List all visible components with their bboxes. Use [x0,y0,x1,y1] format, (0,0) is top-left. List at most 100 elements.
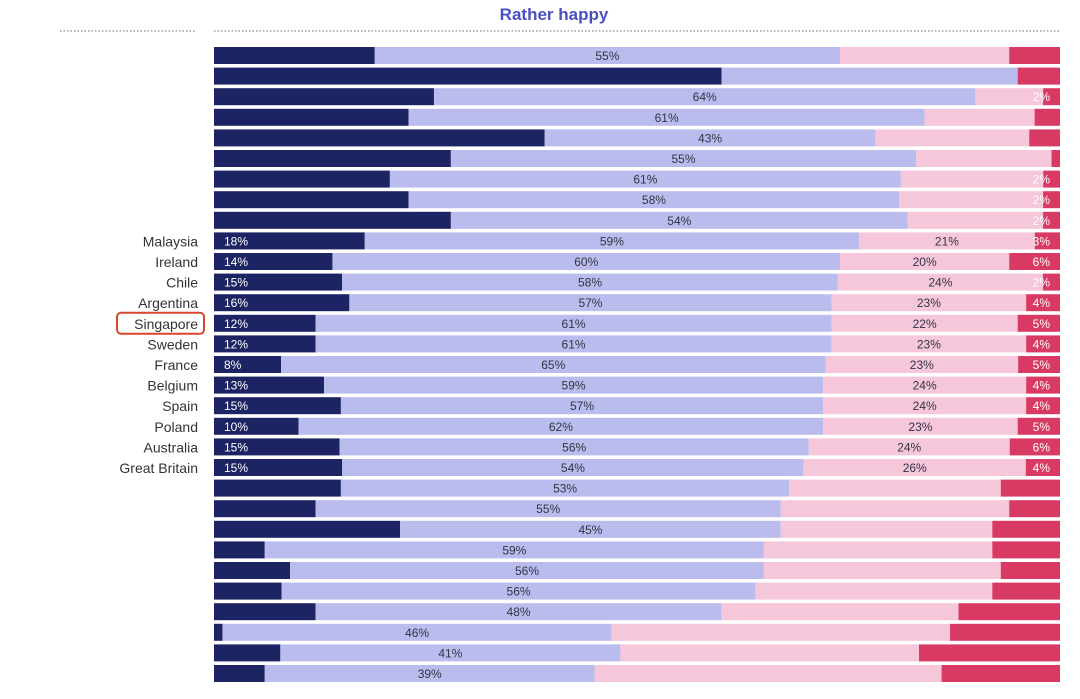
country-label: France [154,357,198,373]
country-label: Singapore [134,316,198,332]
bar-segment-not-very-happy [858,232,1035,250]
bar-segment-very-happy [214,67,722,85]
bar-segment-not-at-all-happy [1043,211,1060,229]
country-label: Sweden [147,336,198,352]
bar-segment-not-very-happy [763,541,993,559]
data-label-rather-happy: 56% [562,440,586,454]
bar-row: 43% [214,129,1060,147]
bar-segment-very-happy [214,603,316,621]
bar-row: Belgium 13% 59% 24% 4% [147,376,1060,394]
bar-row: Singapore 12% 61% 22% 5% [134,314,1060,332]
data-label-not-at-all-happy: 5% [1033,420,1051,434]
bar-segment-rather-happy [280,644,621,662]
bar-segment-not-very-happy [763,562,1001,579]
bar-segment-very-happy [214,459,343,476]
bar-row: 55% [214,150,1060,167]
bar-segment-not-at-all-happy [1026,397,1060,415]
bar-segment-not-at-all-happy [1026,376,1060,394]
bar-segment-rather-happy [400,520,781,538]
bar-segment-not-very-happy [831,314,1018,332]
bar-segment-not-very-happy [823,397,1027,415]
bar-segment-very-happy [214,665,265,682]
data-label-rather-happy: 55% [536,502,560,516]
data-label-very-happy: 10% [224,420,248,434]
bar-row: 39% [214,665,1060,682]
data-label-rather-happy: 61% [562,337,586,351]
bar-segment-very-happy [214,191,409,209]
bar-segment-not-at-all-happy [1000,562,1060,579]
data-label-rather-happy: 59% [502,543,526,557]
bar-row: 58% 2% [214,191,1060,209]
bar-row: 61% 2% [214,170,1060,188]
bar-segment-not-very-happy [789,479,1001,497]
data-label-rather-happy: 39% [418,667,442,681]
data-label-not-very-happy: 23% [908,420,932,434]
data-label-not-very-happy: 23% [917,296,941,310]
bar-segment-rather-happy [408,108,925,126]
bar-row: Great Britain 15% 54% 26% 4% [119,459,1060,476]
bar-row: 48% [214,603,1060,621]
bar-segment-not-at-all-happy [1025,459,1060,476]
data-label-not-very-happy: 20% [913,255,937,269]
data-label-rather-happy: 57% [578,296,602,310]
bar-segment-rather-happy [264,665,595,682]
bar-segment-rather-happy [315,603,722,621]
bar-segment-rather-happy [389,170,901,188]
bar-segment-very-happy [214,397,341,415]
data-label-rather-happy: 54% [561,461,585,475]
data-label-rather-happy: 55% [672,152,696,166]
bar-segment-not-very-happy [924,108,1035,126]
data-label-not-at-all-happy: 6% [1033,255,1051,269]
bar-segment-not-very-happy [840,253,1010,270]
bar-segment-very-happy [214,129,545,147]
bar-row: 41% [214,644,1060,662]
data-label-rather-happy: 58% [578,276,602,290]
bar-row: 61% [214,108,1060,126]
bar-segment-not-at-all-happy [1026,294,1060,312]
data-label-very-happy: 15% [224,276,248,290]
bar-segment-not-at-all-happy [958,603,1060,621]
bar-segment-rather-happy [315,335,832,353]
data-label-rather-happy: 61% [655,111,679,125]
bar-segment-not-at-all-happy [1009,47,1060,64]
data-label-not-very-happy: 24% [928,276,952,290]
data-label-not-at-all-happy: 2% [1033,173,1051,187]
bar-segment-not-very-happy [823,417,1018,435]
bar-segment-rather-happy [450,211,908,229]
bar-segment-rather-happy [374,47,841,64]
data-label-rather-happy: 59% [562,379,586,393]
bar-segment-not-very-happy [875,129,1030,147]
bar-row: Sweden 12% 61% 23% 4% [147,335,1060,353]
bar-segment-very-happy [214,88,434,106]
bar-segment-very-happy [214,500,316,518]
bar-segment-not-very-happy [899,191,1044,209]
data-label-not-at-all-happy: 3% [1033,234,1051,248]
bar-row: 46% [214,623,1060,641]
data-label-not-very-happy: 21% [935,234,959,248]
bar-segment-not-at-all-happy [1017,417,1060,435]
bar-segment-not-at-all-happy [1034,232,1060,250]
data-label-rather-happy: 55% [595,49,619,63]
bar-segment-not-very-happy [808,438,1010,456]
data-label-very-happy: 18% [224,234,248,248]
bar-segment-not-very-happy [611,623,951,641]
bar-segment-rather-happy [290,562,764,579]
bar-segment-rather-happy [433,88,976,106]
data-label-very-happy: 14% [224,255,248,269]
bar-segment-rather-happy [340,479,790,497]
data-label-rather-happy: 57% [570,399,594,413]
bar-segment-rather-happy [364,232,859,250]
bar-segment-very-happy [214,211,451,229]
bar-segment-very-happy [214,417,299,435]
bar-segment-rather-happy [721,67,1018,85]
bar-segment-not-at-all-happy [950,623,1060,641]
bar-segment-very-happy [214,376,324,394]
bar-segment-not-very-happy [594,665,942,682]
bar-segment-very-happy [214,150,451,167]
bar-segment-not-very-happy [837,273,1043,291]
bar-segment-rather-happy [315,314,832,332]
country-label: Australia [144,439,199,455]
bar-segment-not-at-all-happy [1009,500,1060,518]
bar-segment-rather-happy [342,273,838,291]
bar-row: 55% [214,47,1060,64]
